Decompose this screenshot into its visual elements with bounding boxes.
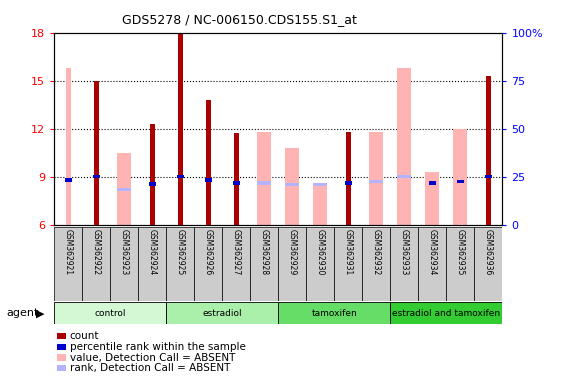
Bar [279, 227, 307, 301]
Bar [54, 302, 166, 324]
Text: ▶: ▶ [36, 308, 45, 318]
Text: GSM362929: GSM362929 [288, 229, 297, 275]
Bar [117, 153, 131, 225]
Bar [458, 129, 463, 225]
Bar [206, 100, 211, 225]
Text: GSM362924: GSM362924 [148, 229, 157, 275]
Bar [166, 302, 278, 324]
Bar [419, 227, 447, 301]
Text: GSM362926: GSM362926 [204, 229, 213, 275]
Bar [258, 132, 271, 225]
Bar [117, 188, 131, 191]
Bar [429, 181, 436, 185]
Text: GSM362933: GSM362933 [400, 229, 409, 275]
Bar [363, 227, 391, 301]
Bar [313, 183, 327, 186]
Text: estradiol and tamoxifen: estradiol and tamoxifen [392, 309, 501, 318]
Bar [335, 227, 363, 301]
Bar [425, 172, 440, 225]
Bar [66, 68, 71, 225]
Text: GSM362930: GSM362930 [316, 229, 325, 275]
Bar [397, 68, 412, 225]
Text: GSM362935: GSM362935 [456, 229, 465, 275]
Text: GSM362928: GSM362928 [260, 229, 269, 275]
Bar [391, 227, 419, 301]
Bar [397, 175, 412, 179]
Bar [250, 227, 279, 301]
Text: GSM362922: GSM362922 [92, 229, 100, 275]
Bar [313, 185, 327, 225]
Text: GSM362925: GSM362925 [176, 229, 185, 275]
Text: GSM362936: GSM362936 [484, 229, 493, 275]
Bar [258, 181, 271, 185]
Bar [54, 227, 82, 301]
Bar [150, 124, 155, 225]
Bar [205, 178, 212, 182]
Bar [475, 227, 502, 301]
Bar [453, 129, 468, 225]
Text: GSM362934: GSM362934 [428, 229, 437, 275]
Text: value, Detection Call = ABSENT: value, Detection Call = ABSENT [70, 353, 235, 362]
Bar [234, 134, 239, 225]
Bar [485, 175, 492, 179]
Bar [391, 302, 502, 324]
Bar [65, 178, 72, 182]
Bar [177, 175, 184, 179]
Bar [194, 227, 222, 301]
Bar [149, 182, 156, 185]
Bar [369, 180, 383, 183]
Bar [346, 132, 351, 225]
Bar [222, 227, 250, 301]
Text: GDS5278 / NC-006150.CDS155.S1_at: GDS5278 / NC-006150.CDS155.S1_at [122, 13, 357, 26]
Bar [138, 227, 166, 301]
Bar [486, 76, 491, 225]
Text: control: control [95, 309, 126, 318]
Bar [345, 181, 352, 185]
Bar [93, 175, 100, 179]
Bar [94, 81, 99, 225]
Text: GSM362927: GSM362927 [232, 229, 241, 275]
Text: rank, Detection Call = ABSENT: rank, Detection Call = ABSENT [70, 363, 230, 373]
Bar [307, 227, 335, 301]
Text: percentile rank within the sample: percentile rank within the sample [70, 342, 246, 352]
Bar [286, 183, 299, 186]
Text: tamoxifen: tamoxifen [312, 309, 357, 318]
Text: agent: agent [7, 308, 39, 318]
Bar [233, 181, 240, 185]
Bar [110, 227, 138, 301]
Text: GSM362932: GSM362932 [372, 229, 381, 275]
Bar [166, 227, 194, 301]
Text: count: count [70, 331, 99, 341]
Bar [369, 132, 383, 225]
Bar [279, 302, 391, 324]
Text: GSM362923: GSM362923 [120, 229, 129, 275]
Bar [82, 227, 110, 301]
Bar [447, 227, 475, 301]
Bar [457, 180, 464, 183]
Bar [178, 34, 183, 225]
Text: GSM362931: GSM362931 [344, 229, 353, 275]
Text: estradiol: estradiol [203, 309, 242, 318]
Text: GSM362921: GSM362921 [64, 229, 73, 275]
Bar [286, 148, 299, 225]
